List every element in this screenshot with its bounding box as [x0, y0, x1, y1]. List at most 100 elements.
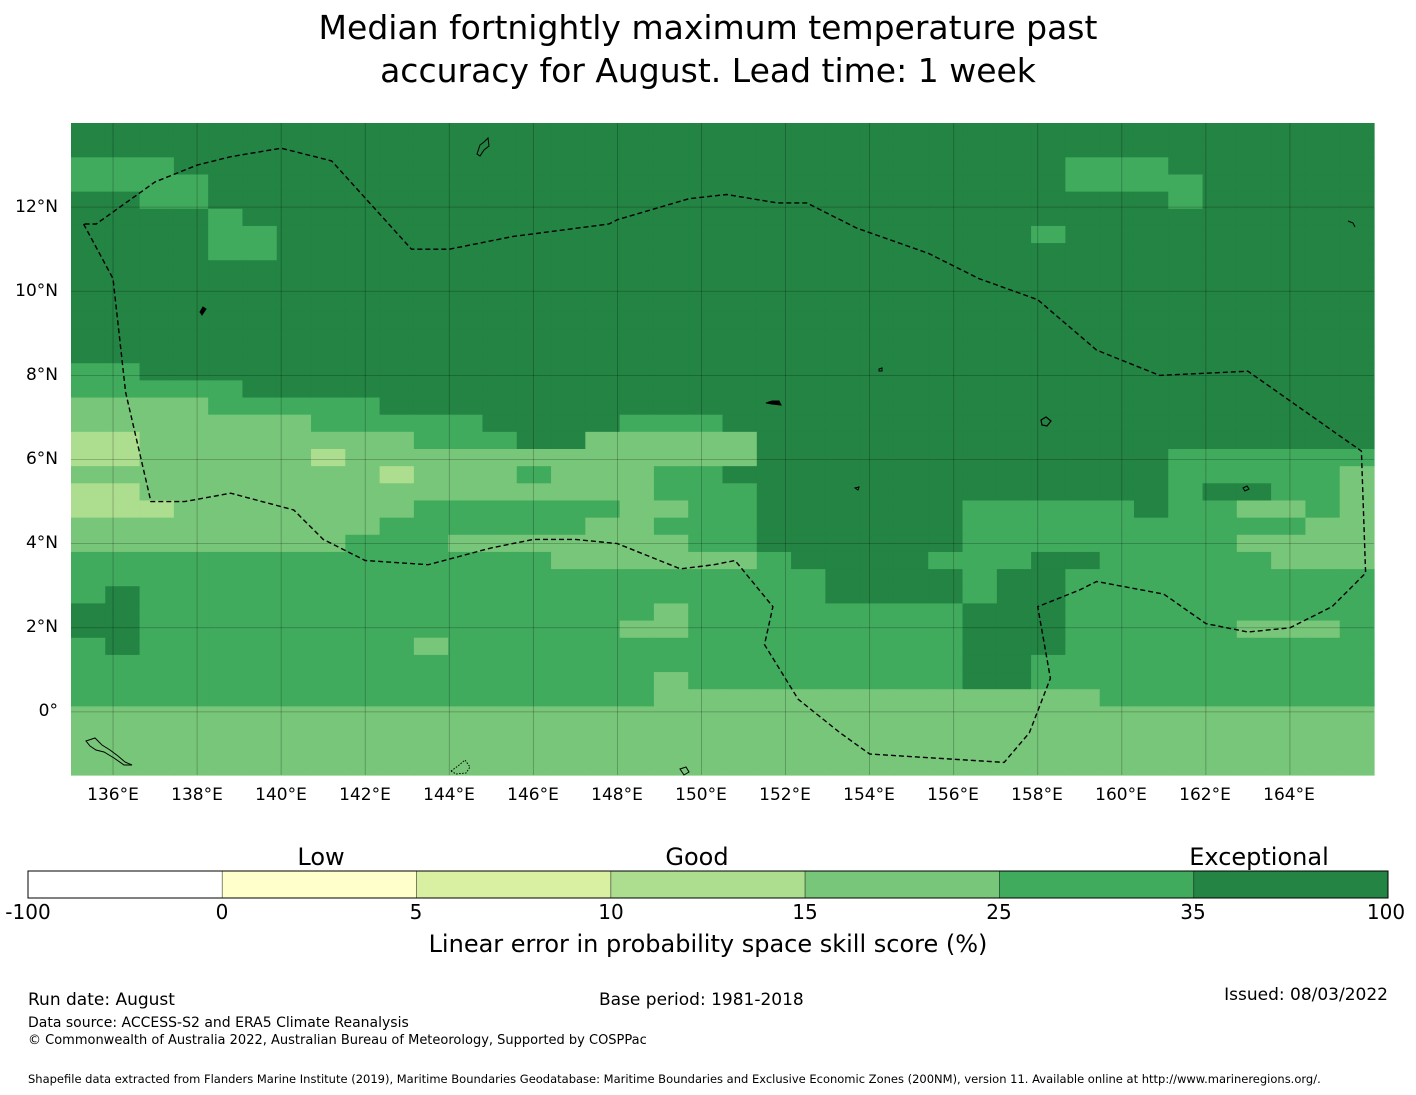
island-outline [765, 400, 782, 406]
grid-cell [1168, 517, 1204, 536]
grid-cell [516, 225, 552, 244]
grid-cell [928, 569, 964, 587]
grid-cell [825, 654, 861, 673]
grid-cell [311, 740, 346, 759]
colorbar [27, 870, 1389, 899]
grid-cell [105, 569, 141, 587]
grid-cell [722, 328, 758, 347]
grid-cell [139, 603, 175, 622]
grid-cell [345, 225, 381, 244]
grid-cell [1133, 586, 1169, 605]
grid-cell [516, 208, 552, 227]
grid-cell [139, 363, 175, 381]
grid-cell [345, 431, 381, 450]
grid-cell [345, 740, 381, 759]
grid-cell [1065, 534, 1101, 553]
grid-cell [1305, 363, 1341, 381]
grid-cell [71, 431, 106, 450]
grid-cell [825, 191, 861, 210]
grid-cell [551, 706, 586, 725]
grid-cell [1271, 620, 1307, 639]
grid-cell [139, 500, 175, 519]
grid-cell [825, 740, 861, 759]
grid-cell [962, 500, 998, 519]
grid-cell [1271, 363, 1307, 381]
grid-cell [962, 740, 998, 759]
grid-cell [825, 757, 861, 776]
grid-cell [1099, 140, 1135, 158]
grid-cell [791, 551, 826, 570]
grid-cell [791, 586, 826, 605]
grid-cell [311, 449, 346, 467]
grid-cell [379, 740, 415, 759]
grid-cell [242, 431, 278, 450]
colorbar-segment [27, 870, 223, 899]
grid-cell [1031, 449, 1066, 467]
grid-cell [653, 551, 689, 570]
grid-cell [1133, 157, 1169, 176]
grid-cell [962, 586, 998, 605]
grid-cell [756, 431, 792, 450]
grid-cell [379, 311, 415, 330]
grid-cell [722, 500, 758, 519]
grid-cell [1305, 723, 1341, 742]
grid-cell [1202, 174, 1238, 193]
grid-cell [71, 397, 106, 416]
grid-cell [688, 740, 724, 759]
grid-cell [242, 740, 278, 759]
grid-cell [996, 123, 1032, 141]
grid-cell [345, 414, 381, 433]
grid-cell [859, 603, 895, 622]
grid-cell [242, 654, 278, 673]
grid-cell [756, 123, 792, 141]
grid-cell [379, 534, 415, 553]
grid-cell [619, 311, 655, 330]
grid-cell [928, 225, 964, 244]
grid-cell [791, 723, 826, 742]
grid-cell [825, 586, 861, 605]
grid-cell [448, 620, 484, 639]
grid-cell [619, 723, 655, 742]
grid-cell [962, 346, 998, 364]
grid-cell [825, 517, 861, 536]
grid-cell [688, 363, 724, 381]
grid-cell [585, 123, 621, 141]
grid-cell [1202, 380, 1238, 399]
grid-cell [1236, 140, 1272, 158]
grid-cell [105, 603, 141, 622]
grid-cell [1099, 225, 1135, 244]
grid-cell [311, 157, 346, 176]
grid-cell [105, 157, 141, 176]
grid-cell [139, 346, 175, 364]
grid-cell [928, 654, 964, 673]
grid-cell [173, 534, 209, 553]
grid-cell [139, 723, 175, 742]
base-period: Base period: 1981-2018 [599, 990, 804, 1010]
grid-cell [516, 174, 552, 193]
lat-tick-label: 10°N [15, 281, 58, 301]
grid-cell [516, 431, 552, 450]
grid-cell [756, 500, 792, 519]
grid-cell [756, 380, 792, 399]
grid-cell [482, 174, 518, 193]
grid-cell [619, 689, 655, 707]
grid-cell [688, 346, 724, 364]
grid-cell [653, 449, 689, 467]
grid-cell [71, 449, 106, 467]
grid-cell [825, 380, 861, 399]
grid-cell [1133, 328, 1169, 347]
grid-cell [653, 157, 689, 176]
grid-cell [1202, 654, 1238, 673]
grid-cell [1305, 449, 1341, 467]
grid-cell [448, 500, 484, 519]
grid-cell [71, 294, 106, 313]
grid-cell [1031, 123, 1066, 141]
grid-cell [345, 689, 381, 707]
grid-cell [893, 380, 929, 399]
grid-cell [928, 328, 964, 347]
grid-cell [1271, 569, 1307, 587]
grid-cell [1202, 586, 1238, 605]
grid-cell [379, 277, 415, 296]
grid-cell [139, 311, 175, 330]
grid-cell [791, 243, 826, 261]
